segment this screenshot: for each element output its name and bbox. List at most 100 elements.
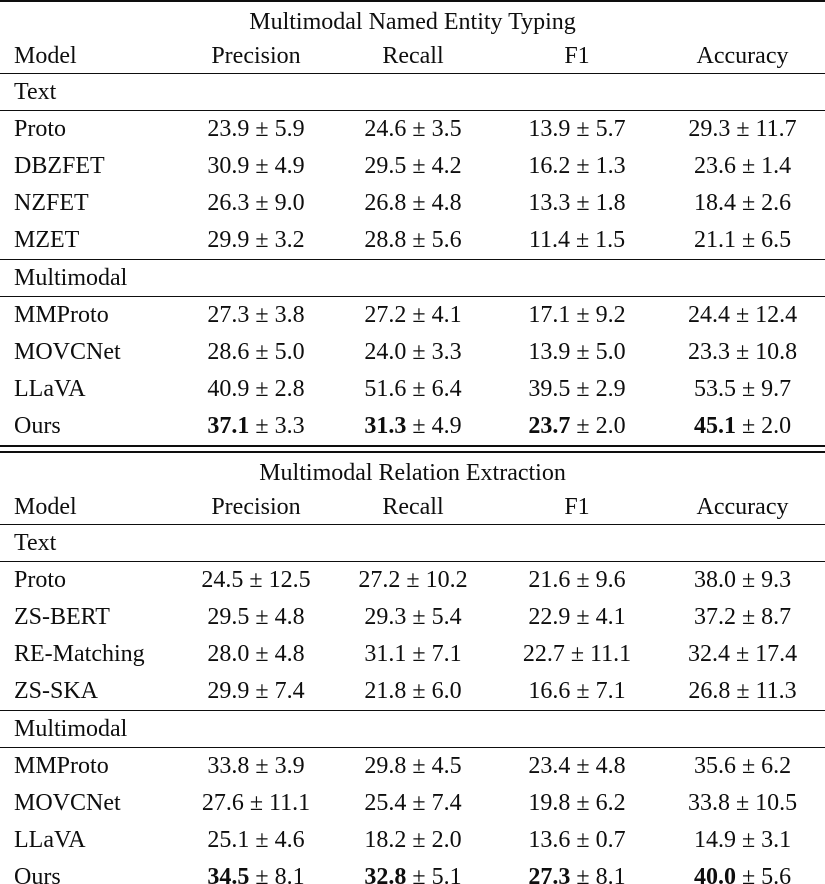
bold-mean: 27.3 <box>528 864 571 884</box>
value-cell: 23.7 ± 2.0 <box>528 413 626 439</box>
value-cell: 16.6 ± 7.1 <box>528 678 626 704</box>
value-cell: 29.3 ± 11.7 <box>688 116 797 142</box>
column-header-accuracy: Accuracy <box>660 40 825 74</box>
value-cell: 26.3 ± 9.0 <box>207 190 305 216</box>
value-cell: 18.2 ± 2.0 <box>364 827 462 853</box>
table-row: LLaVA 25.1 ± 4.6 18.2 ± 2.0 13.6 ± 0.7 14.9 … <box>0 822 825 859</box>
bold-mean: 23.7 <box>528 413 571 439</box>
value-cell: 51.6 ± 6.4 <box>364 376 462 402</box>
value-cell: 21.8 ± 6.0 <box>364 678 462 704</box>
value-cell: 27.3 ± 3.8 <box>207 302 305 328</box>
table-row: LLaVA 40.9 ± 2.8 51.6 ± 6.4 39.5 ± 2.9 53.5 … <box>0 371 825 408</box>
model-name: ZS-BERT <box>14 604 110 630</box>
value-cell: 32.4 ± 17.4 <box>687 641 798 667</box>
value-cell: 24.4 ± 12.4 <box>687 302 798 328</box>
table-row: RE-Matching 28.0 ± 4.8 31.1 ± 7.1 22.7 ± 11… <box>0 636 825 673</box>
model-name: Proto <box>14 567 67 593</box>
value-cell: 45.1 ± 2.0 <box>693 413 792 439</box>
column-header-f1: F1 <box>494 40 660 74</box>
table-row: Ours 34.5 ± 8.1 32.8 ± 5.1 27.3 ± 8.1 40.0 ±… <box>0 859 825 884</box>
value-cell: 34.5 ± 8.1 <box>180 859 332 884</box>
bold-mean: 32.8 <box>364 864 407 884</box>
value-cell: 23.9 ± 5.9 <box>207 116 305 142</box>
results-table-1: Multimodal Named Entity Typing Model Preci… <box>0 0 825 447</box>
value-cell: 30.9 ± 4.9 <box>207 153 305 179</box>
bold-mean: 31.3 <box>364 413 407 439</box>
table-row: MMProto 33.8 ± 3.9 29.8 ± 4.5 23.4 ± 4.8 35.… <box>0 748 825 786</box>
value-cell: 29.5 ± 4.2 <box>364 153 462 179</box>
column-header-precision: Precision <box>180 491 332 525</box>
value-cell: 40.9 ± 2.8 <box>207 376 305 402</box>
value-cell: 27.2 ± 10.2 <box>358 567 468 593</box>
value-cell: 25.4 ± 7.4 <box>364 790 462 816</box>
bold-mean: 37.1 <box>207 413 250 439</box>
value-cell: 24.0 ± 3.3 <box>364 339 462 365</box>
section-row-multimodal: Multimodal <box>0 259 825 297</box>
results-table-2: Multimodal Relation Extraction Model Preci… <box>0 451 825 884</box>
value-cell: 18.4 ± 2.6 <box>693 190 792 216</box>
value-cell: 29.8 ± 4.5 <box>364 753 462 779</box>
value-cell: 37.2 ± 8.7 <box>693 604 792 630</box>
column-header-model: Model <box>0 40 180 74</box>
value-cell: 27.6 ± 11.1 <box>201 790 311 816</box>
column-header-accuracy: Accuracy <box>660 491 825 525</box>
value-cell: 32.8 ± 5.1 <box>332 859 494 884</box>
bold-mean: 34.5 <box>207 864 250 884</box>
value-cell: 22.7 ± 11.1 <box>522 641 632 667</box>
bold-mean: 40.0 <box>693 864 736 884</box>
table-row: MOVCNet 27.6 ± 11.1 25.4 ± 7.4 19.8 ± 6.2 33… <box>0 785 825 822</box>
table-row: MOVCNet 28.6 ± 5.0 24.0 ± 3.3 13.9 ± 5.0 23.… <box>0 334 825 371</box>
model-name: DBZFET <box>14 153 105 179</box>
table-row: Proto 23.9 ± 5.9 24.6 ± 3.5 13.9 ± 5.7 29.3 … <box>0 111 825 149</box>
column-header-f1: F1 <box>494 491 660 525</box>
value-cell: 26.8 ± 4.8 <box>364 190 462 216</box>
value-cell: 22.9 ± 4.1 <box>528 604 626 630</box>
model-name: Ours <box>14 413 61 439</box>
table-title: Multimodal Relation Extraction <box>259 459 566 486</box>
value-cell: 27.3 ± 8.1 <box>494 859 660 884</box>
value-cell: 31.3 ± 4.9 <box>364 413 462 439</box>
section-row-text: Text <box>0 73 825 111</box>
value-cell: 25.1 ± 4.6 <box>207 827 305 853</box>
table-title: Multimodal Named Entity Typing <box>249 8 576 35</box>
model-name: MZET <box>14 227 80 253</box>
model-name: RE-Matching <box>14 641 145 667</box>
value-cell: 29.9 ± 3.2 <box>207 227 305 253</box>
value-cell: 40.0 ± 5.6 <box>660 859 825 884</box>
table-row: NZFET 26.3 ± 9.0 26.8 ± 4.8 13.3 ± 1.8 18.4 … <box>0 185 825 222</box>
table-row: MMProto 27.3 ± 3.8 27.2 ± 4.1 17.1 ± 9.2 24.… <box>0 297 825 335</box>
model-name: Proto <box>14 116 67 142</box>
value-cell: 17.1 ± 9.2 <box>528 302 626 328</box>
value-cell: 23.4 ± 4.8 <box>528 753 626 779</box>
column-header-precision: Precision <box>180 40 332 74</box>
value-cell: 37.1 ± 3.3 <box>207 413 305 439</box>
value-cell: 29.9 ± 7.4 <box>207 678 305 704</box>
section-label: Text <box>0 524 825 562</box>
value-cell: 38.0 ± 9.3 <box>693 567 792 593</box>
table-row: DBZFET 30.9 ± 4.9 29.5 ± 4.2 16.2 ± 1.3 23.6… <box>0 148 825 185</box>
table-row: MZET 29.9 ± 3.2 28.8 ± 5.6 11.4 ± 1.5 21.1 ±… <box>0 222 825 260</box>
value-cell: 29.3 ± 5.4 <box>364 604 462 630</box>
section-row-multimodal: Multimodal <box>0 710 825 748</box>
value-cell: 26.8 ± 11.3 <box>688 678 797 704</box>
table-row: ZS-BERT 29.5 ± 4.8 29.3 ± 5.4 22.9 ± 4.1 37.… <box>0 599 825 636</box>
value-cell: 28.8 ± 5.6 <box>364 227 462 253</box>
model-name: MMProto <box>14 302 109 328</box>
model-name: MOVCNet <box>14 790 121 816</box>
value-cell: 14.9 ± 3.1 <box>693 827 792 853</box>
model-name: LLaVA <box>14 376 86 402</box>
value-cell: 28.6 ± 5.0 <box>207 339 305 365</box>
column-header-row: Model Precision Recall F1 Accuracy <box>0 491 825 525</box>
column-header-recall: Recall <box>332 491 494 525</box>
value-cell: 33.8 ± 10.5 <box>687 790 798 816</box>
value-cell: 21.6 ± 9.6 <box>528 567 626 593</box>
column-header-recall: Recall <box>332 40 494 74</box>
model-name: LLaVA <box>14 827 86 853</box>
value-cell: 23.3 ± 10.8 <box>687 339 798 365</box>
table-row: Proto 24.5 ± 12.5 27.2 ± 10.2 21.6 ± 9.6 38.… <box>0 562 825 600</box>
table-title-row: Multimodal Named Entity Typing <box>0 1 825 40</box>
table-row: ZS-SKA 29.9 ± 7.4 21.8 ± 6.0 16.6 ± 7.1 26.8… <box>0 673 825 711</box>
model-name: Ours <box>14 864 61 884</box>
